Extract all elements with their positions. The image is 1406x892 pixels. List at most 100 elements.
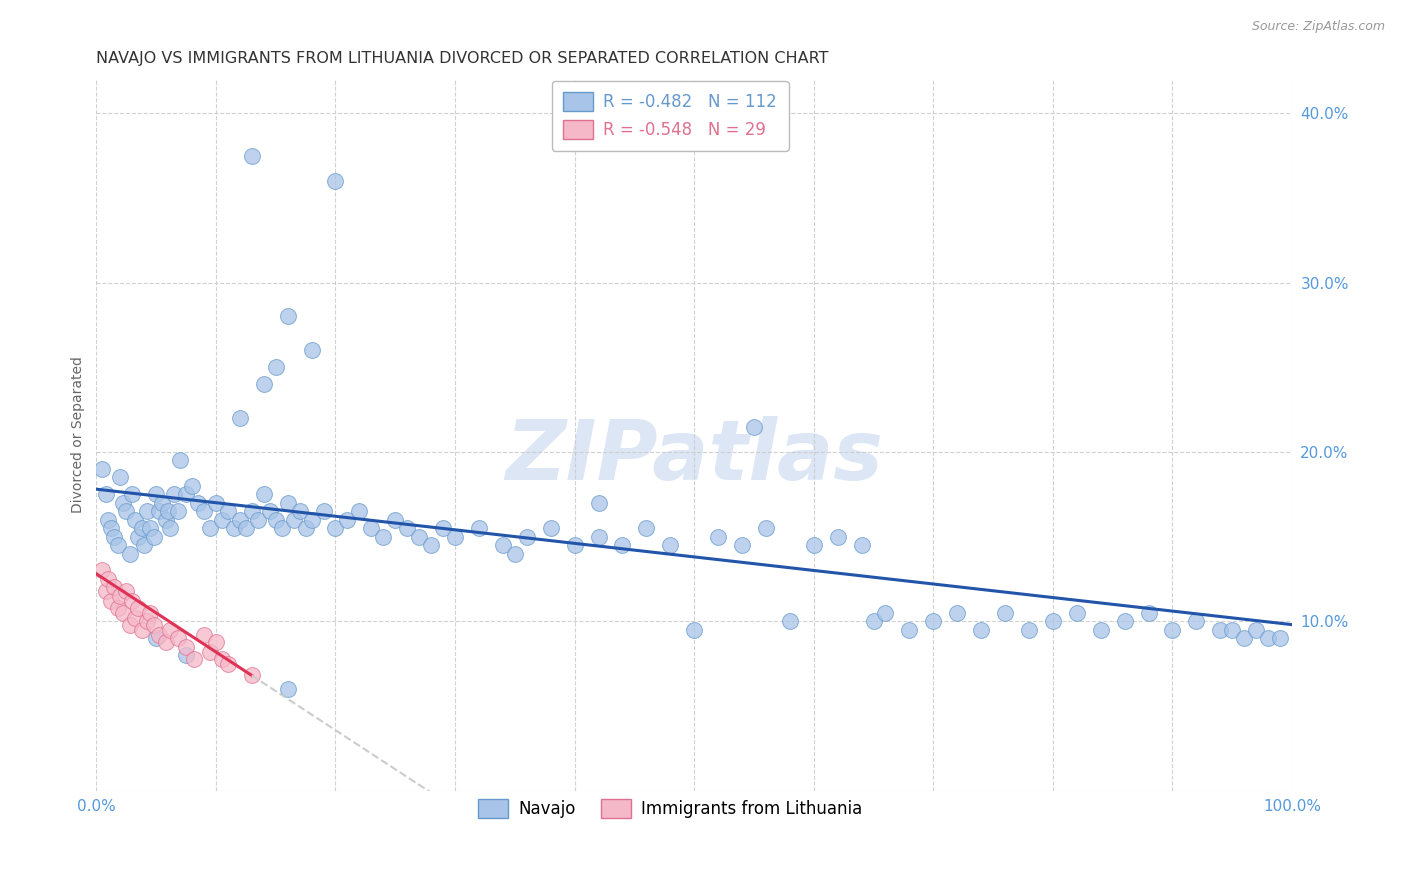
Point (103, 581, 125, 595)
Point (516, 530, 538, 544)
Point (588, 496, 610, 510)
Point (294, 521, 316, 535)
Point (124, 611, 146, 625)
Point (134, 538, 156, 552)
Point (683, 623, 706, 637)
Point (94, 487, 117, 501)
Point (731, 538, 754, 552)
Point (229, 513, 252, 527)
Point (862, 614, 884, 628)
Point (174, 487, 197, 501)
Point (111, 606, 134, 620)
Point (150, 496, 173, 510)
Point (94, 583, 117, 598)
Point (277, 310, 299, 324)
Point (166, 504, 188, 518)
Point (1042, 614, 1064, 628)
Point (851, 538, 873, 552)
Point (217, 504, 239, 518)
Point (1257, 631, 1279, 645)
Point (211, 651, 233, 665)
Legend: Navajo, Immigrants from Lithuania: Navajo, Immigrants from Lithuania (472, 792, 869, 825)
Point (193, 628, 215, 642)
Point (121, 487, 143, 501)
Point (994, 606, 1017, 620)
Point (1137, 606, 1160, 620)
Point (1185, 614, 1208, 628)
Point (270, 521, 292, 535)
Point (779, 614, 801, 628)
Point (139, 606, 162, 620)
Point (97, 513, 120, 527)
Point (1161, 623, 1184, 637)
Point (121, 594, 143, 608)
Point (922, 614, 945, 628)
Point (127, 600, 149, 615)
Point (325, 174, 347, 188)
Point (205, 496, 228, 510)
Point (148, 504, 170, 518)
Point (131, 521, 153, 535)
Point (253, 377, 276, 392)
Point (183, 651, 205, 665)
Point (1268, 631, 1291, 645)
Point (155, 634, 177, 648)
Point (253, 487, 276, 501)
Point (259, 504, 281, 518)
Point (432, 521, 454, 535)
Point (148, 628, 170, 642)
Point (157, 504, 180, 518)
Point (444, 530, 467, 544)
Point (277, 496, 299, 510)
Point (187, 496, 209, 510)
Point (349, 504, 371, 518)
Point (1209, 623, 1232, 637)
Point (115, 583, 138, 598)
Point (100, 594, 122, 608)
Point (145, 631, 167, 645)
Point (163, 487, 186, 501)
Point (1220, 623, 1243, 637)
Point (325, 521, 347, 535)
Point (492, 538, 515, 552)
Point (503, 547, 526, 561)
Point (564, 538, 586, 552)
Point (707, 530, 730, 544)
Point (946, 606, 969, 620)
Point (283, 513, 305, 527)
Point (468, 521, 491, 535)
Point (222, 521, 245, 535)
Point (755, 521, 778, 535)
Point (264, 360, 287, 375)
Point (174, 648, 197, 662)
Point (159, 623, 181, 637)
Point (118, 547, 141, 561)
Point (107, 600, 129, 615)
Point (115, 504, 138, 518)
Text: Source: ZipAtlas.com: Source: ZipAtlas.com (1251, 20, 1385, 33)
Point (1244, 623, 1267, 637)
Point (1090, 623, 1112, 637)
Point (420, 538, 443, 552)
Point (127, 530, 149, 544)
Point (100, 521, 122, 535)
Point (264, 513, 287, 527)
Point (827, 530, 849, 544)
Point (91, 462, 114, 476)
Point (1066, 606, 1088, 620)
Point (145, 487, 167, 501)
Point (1114, 614, 1136, 628)
Point (612, 538, 634, 552)
Y-axis label: Divorced or Separated: Divorced or Separated (72, 357, 86, 514)
Point (588, 530, 610, 544)
Point (636, 521, 658, 535)
Point (142, 530, 165, 544)
Point (181, 479, 204, 493)
Point (169, 453, 191, 467)
Text: ZIPatlas: ZIPatlas (505, 416, 883, 497)
Point (384, 513, 406, 527)
Point (898, 623, 921, 637)
Point (155, 513, 177, 527)
Point (166, 631, 188, 645)
Point (742, 419, 765, 434)
